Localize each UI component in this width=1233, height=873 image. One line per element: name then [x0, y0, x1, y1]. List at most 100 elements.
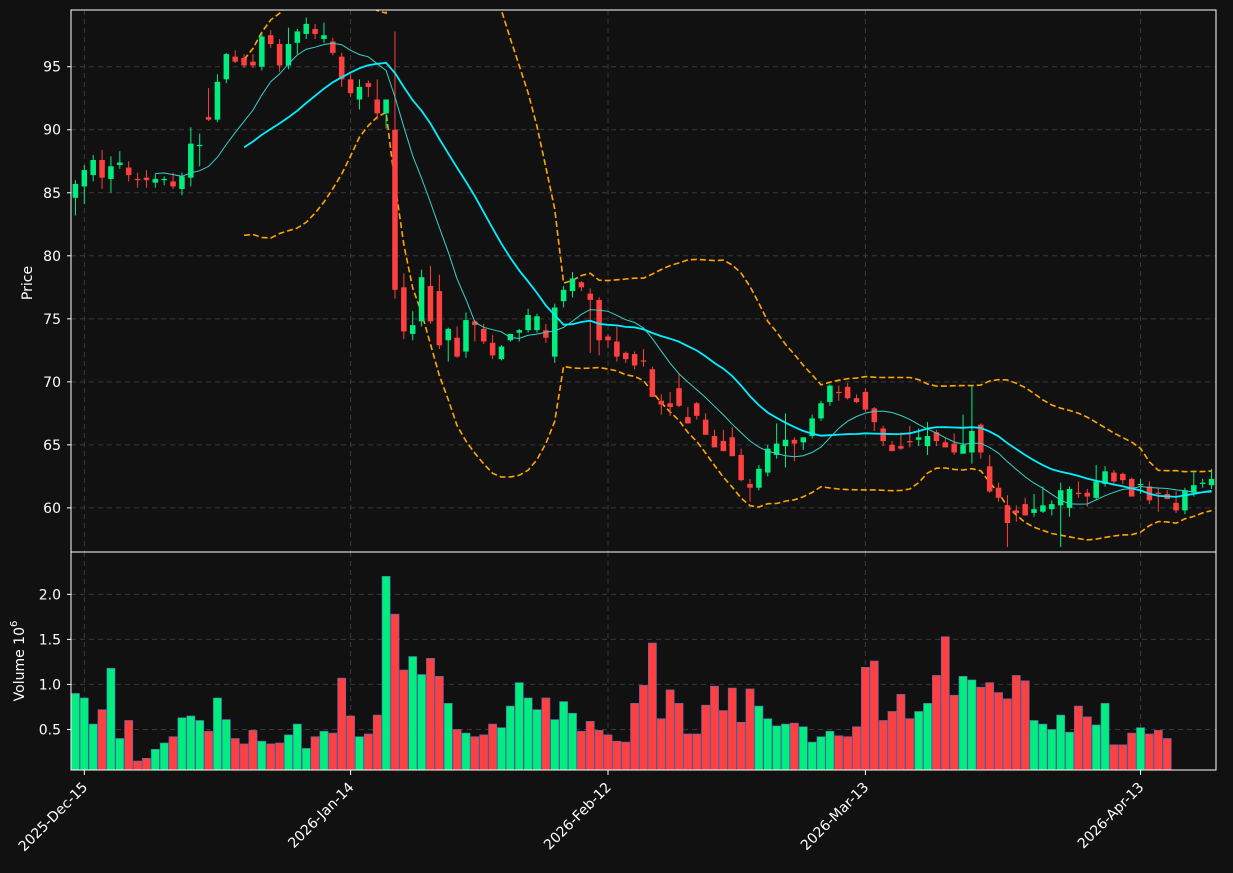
volume-bar: [381, 576, 391, 771]
volume-bar: [1127, 732, 1137, 771]
candle-body: [1022, 504, 1028, 516]
volume-bars: [71, 576, 1172, 771]
candle-body: [90, 159, 96, 176]
candle-body: [649, 369, 656, 397]
volume-bar: [532, 709, 542, 771]
candle-body: [134, 178, 141, 181]
volume-tick-label: 2.0: [39, 587, 61, 603]
ma-long-line: [243, 61, 1212, 498]
volume-bar: [204, 730, 213, 771]
volume-bar: [763, 718, 773, 771]
candle-body: [791, 439, 798, 444]
volume-bar: [772, 725, 782, 771]
candle-body: [978, 424, 984, 453]
candle-body: [1182, 490, 1188, 511]
candle-body: [383, 99, 389, 114]
volume-bar: [674, 703, 684, 771]
candle-body: [844, 386, 851, 399]
volume-bar: [372, 714, 382, 771]
candle-body: [658, 400, 665, 405]
candle-body: [196, 144, 203, 147]
candle-body: [321, 35, 327, 39]
candle-body: [871, 408, 878, 423]
volume-bar: [1056, 714, 1066, 771]
candle-body: [223, 54, 230, 80]
volume-bar: [310, 736, 320, 771]
candle-body: [942, 442, 949, 448]
volume-bar: [869, 660, 879, 771]
volume-bar: [1029, 720, 1039, 771]
volume-bar: [1145, 733, 1154, 771]
candle-body: [250, 61, 256, 66]
candle-body: [454, 337, 460, 357]
candle-body: [800, 437, 807, 443]
candle-body: [853, 398, 860, 403]
volume-bar: [257, 740, 267, 771]
volume-bar: [1100, 703, 1110, 771]
candle-body: [560, 289, 567, 302]
candle-body: [267, 35, 274, 45]
volume-tick-label: 1.5: [39, 632, 61, 648]
candlesticks: [72, 17, 1215, 547]
candle-body: [463, 320, 469, 352]
volume-bar: [470, 736, 480, 771]
volume-bar: [1003, 698, 1012, 771]
candle-body: [543, 330, 549, 338]
bollinger-lower: [244, 111, 1212, 541]
candle-body: [125, 167, 132, 176]
volume-tick-label: 1.0: [39, 677, 61, 693]
candle-body: [108, 166, 114, 179]
price-panel-frame: [70, 9, 1217, 553]
volume-bar: [754, 705, 764, 771]
volume-bar: [505, 705, 515, 771]
volume-bar: [195, 720, 205, 771]
volume-bar: [1074, 705, 1083, 771]
volume-bar: [621, 741, 631, 771]
volume-bar: [816, 736, 826, 771]
volume-bar: [701, 704, 711, 771]
volume-bar: [896, 694, 906, 771]
price-tick-label: 60: [43, 501, 61, 517]
candle-body: [702, 419, 709, 435]
candle-body: [951, 443, 957, 453]
candle-body: [1208, 478, 1215, 486]
volume-bar: [363, 733, 373, 771]
volume-bar: [213, 697, 222, 771]
volume-bar: [301, 748, 311, 771]
volume-bar: [408, 656, 418, 771]
candle-body: [72, 183, 79, 198]
candle-body: [1066, 488, 1073, 508]
candle-body: [640, 360, 647, 362]
x-tick-label: 2025-Dec-15: [16, 780, 91, 855]
volume-bar: [479, 734, 489, 771]
volume-tick-label: 0.5: [39, 722, 61, 738]
candle-body: [569, 278, 576, 292]
volume-bar: [292, 723, 302, 771]
x-tick-label: 2026-Feb-12: [541, 780, 615, 854]
candle-body: [365, 83, 372, 87]
volume-bar: [1153, 730, 1163, 771]
candle-body: [622, 352, 629, 360]
volume-bar: [692, 733, 702, 771]
volume-bar: [985, 682, 995, 771]
volume-bar: [186, 715, 196, 771]
candle-body: [525, 315, 531, 331]
candle-body: [685, 417, 691, 424]
volume-bar: [541, 697, 551, 771]
price-tick-label: 90: [43, 123, 61, 139]
candle-body: [738, 454, 744, 481]
volume-bar: [825, 730, 835, 771]
volume-bar: [665, 689, 675, 771]
candle-body: [1093, 481, 1099, 498]
volume-bar: [585, 721, 595, 771]
volume-bar: [994, 692, 1003, 771]
volume-bar: [514, 682, 524, 771]
candle-body: [551, 307, 558, 357]
candle-body: [480, 328, 487, 342]
volume-bar: [150, 748, 160, 771]
x-tick-label: 2026-Jan-14: [285, 779, 357, 851]
volume-bar: [878, 720, 888, 771]
x-tick-label: 2026-Apr-13: [1075, 780, 1148, 853]
candle-body: [1049, 504, 1055, 510]
